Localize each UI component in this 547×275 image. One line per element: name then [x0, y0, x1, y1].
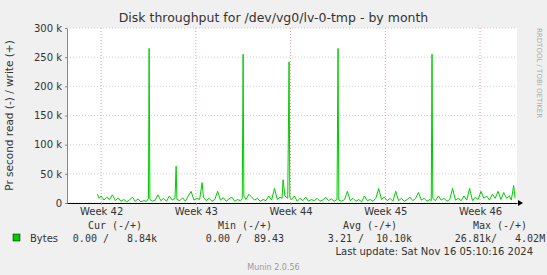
footer: Last update: Sat Nov 16 05:10:16 2024 [335, 246, 533, 257]
y-grid-line [67, 86, 517, 87]
background [0, 0, 547, 275]
legend-value: 0.00 / 8.84k [73, 233, 157, 244]
x-tick: Week 44 [269, 203, 312, 217]
x-tick-label: Week 43 [175, 206, 218, 217]
credit: Munin 2.0.56 [247, 263, 299, 272]
x-tick-mark [196, 203, 197, 205]
x-grid-line [480, 28, 481, 203]
y-tick: 200 k [34, 81, 67, 92]
x-tick: Week 45 [364, 203, 407, 217]
y-grid-line [67, 57, 517, 58]
y-tick-mark [65, 174, 67, 175]
legend-value: 26.81k/ 4.02M [455, 233, 545, 244]
plot-background [67, 28, 517, 203]
x-grid-line [101, 28, 102, 203]
x-grid-line [195, 28, 196, 203]
watermark: RRDTOOL / TOBI OETIKER [535, 28, 543, 118]
y-tick-mark [65, 203, 67, 204]
y-tick-mark [65, 116, 67, 117]
y-grid-line [67, 173, 517, 174]
y-tick-label: 200 k [34, 81, 62, 92]
data-line [97, 48, 515, 201]
x-tick: Week 43 [175, 203, 218, 217]
x-tick-label: Week 44 [269, 206, 312, 217]
chart: Disk throughput for /dev/vg0/lv-0-tmp - … [0, 0, 547, 275]
legend-column-header: Avg (-/+) [343, 220, 397, 231]
y-grid-line [67, 28, 517, 29]
legend-column-header: Cur (-/+) [88, 220, 142, 231]
grid [67, 28, 517, 203]
axis-arrow [518, 200, 523, 206]
plot-marks [97, 48, 515, 201]
y-tick: 50 k [40, 169, 67, 180]
legend-swatch [13, 234, 20, 241]
legend-column-header: Min (-/+) [218, 220, 272, 231]
x-grid-line [385, 28, 386, 203]
x-tick-mark [480, 203, 481, 205]
y-tick-label: 150 k [34, 110, 62, 121]
legend-column-header: Max (-/+) [473, 220, 527, 231]
y-tick-mark [65, 86, 67, 87]
x-tick-label: Week 46 [459, 206, 502, 217]
y-tick-label: 250 k [34, 52, 62, 63]
x-tick-mark [101, 203, 102, 205]
y-tick-label: 50 k [40, 169, 62, 180]
y-tick-label: 300 k [34, 23, 62, 34]
x-tick-mark [385, 203, 386, 205]
y-tick: 100 k [34, 139, 67, 150]
legend-entry: Bytes [30, 233, 58, 244]
x-tick: Week 42 [80, 203, 123, 217]
y-axis: 0 50 k 100 k 150 k 200 k 250 k 300 k [34, 23, 68, 209]
x-axis: Week 42 Week 43 Week 44 Week 45 Week 46 [68, 203, 518, 217]
legend-value: 0.00 / 89.43 [206, 233, 284, 244]
y-grid-line [67, 144, 517, 145]
x-tick-label: Week 45 [364, 206, 407, 217]
x-grid-line [290, 28, 291, 203]
y-tick-mark [65, 28, 67, 29]
y-tick-mark [65, 57, 67, 58]
x-tick-mark [291, 203, 292, 205]
y-tick: 250 k [34, 52, 67, 63]
y-tick-label: 100 k [34, 139, 62, 150]
y-grid-line [67, 203, 517, 204]
x-tick: Week 46 [459, 203, 502, 217]
title: Disk throughput for /dev/vg0/lv-0-tmp - … [119, 10, 429, 25]
y-tick-mark [65, 145, 67, 146]
x-tick-label: Week 42 [80, 206, 123, 217]
legend-value: 3.21 / 10.10k [328, 233, 412, 244]
x-axis-line [68, 203, 518, 204]
legend: Cur (-/+) Min (-/+) Avg (-/+) Max (-/+) Byte… [13, 220, 545, 244]
y-grid-line [67, 115, 517, 116]
y-axis-line [67, 29, 68, 204]
y-tick: 150 k [34, 110, 67, 121]
y-tick: 0 [56, 198, 67, 209]
y-tick: 300 k [34, 23, 67, 34]
y-tick-label: 0 [56, 198, 62, 209]
y-axis-title: Pr second read (-) / write (+) [3, 40, 15, 191]
